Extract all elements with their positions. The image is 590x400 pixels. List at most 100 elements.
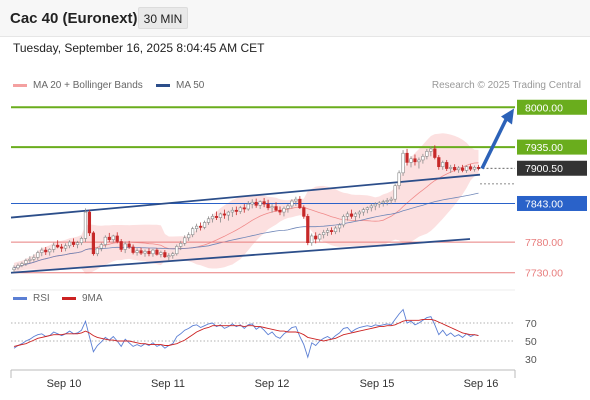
candle-body <box>369 205 373 209</box>
candle-body <box>167 255 171 258</box>
x-tick-label-Sep-15: Sep 15 <box>360 378 395 390</box>
candle-body <box>155 249 159 255</box>
level-label-7780.00: 7780.00 <box>525 237 563 249</box>
candle-body <box>119 241 123 250</box>
current-price-tag <box>517 160 587 176</box>
candle-body <box>294 198 298 202</box>
candle-body <box>318 234 322 240</box>
candle-body <box>282 208 286 213</box>
candle-body <box>226 211 230 216</box>
candle-body <box>310 235 314 244</box>
ma-bollinger-swatch <box>13 83 27 87</box>
candle-body <box>60 246 64 249</box>
candle-body <box>214 216 219 218</box>
candle-body <box>397 172 401 187</box>
candle-body <box>179 243 183 247</box>
legend-ma-bollinger-label: MA 20 + Bollinger Bands <box>33 80 143 91</box>
candle-body <box>449 167 453 169</box>
candle-body <box>278 209 282 213</box>
candle-body <box>111 235 115 240</box>
candle-body <box>254 201 258 206</box>
candle-body <box>52 244 56 250</box>
candle-body <box>421 155 425 161</box>
candle-body <box>71 241 76 245</box>
candle-body <box>464 166 469 171</box>
candle-body <box>230 209 234 213</box>
x-tick-label-Sep-10: Sep 10 <box>47 378 82 390</box>
candle-body <box>87 211 92 234</box>
candle-body <box>246 203 250 210</box>
level-tag-7935.00 <box>517 139 587 155</box>
candle-body <box>429 148 433 152</box>
candle-body <box>437 157 441 168</box>
candle-body <box>472 167 477 170</box>
candle-body <box>266 203 270 209</box>
candle-body <box>333 227 338 232</box>
rsi-swatch <box>13 296 27 300</box>
candle-body <box>187 234 191 239</box>
x-tick-label-Sep-12: Sep 12 <box>255 378 290 390</box>
level-label-7843.00: 7843.00 <box>525 198 563 210</box>
candle-body <box>206 218 211 223</box>
candle-body <box>222 213 227 216</box>
rsi-level-label-70: 70 <box>525 318 537 330</box>
candle-body <box>258 201 262 206</box>
candle-body <box>290 200 294 207</box>
rsi-level-label-30: 30 <box>525 354 537 366</box>
candle-body <box>195 225 199 229</box>
credit-text: Research © 2025 Trading Central <box>431 80 581 91</box>
candle-body <box>36 252 40 258</box>
candle-body <box>147 250 151 255</box>
candle-body <box>345 213 350 217</box>
current-price-label: 7900.50 <box>525 163 563 175</box>
candle-body <box>151 249 155 255</box>
legend-rsi: RSI <box>13 293 50 304</box>
candle-body <box>16 265 20 269</box>
candle-body <box>175 246 179 255</box>
level-label-8000.00: 8000.00 <box>525 102 563 114</box>
candle-body <box>28 258 32 261</box>
legend-9ma-label: 9MA <box>82 293 103 304</box>
ma20-line <box>13 162 479 269</box>
candle-body <box>365 207 369 210</box>
candle-body <box>413 158 417 163</box>
candle-body <box>329 230 334 232</box>
candle-body <box>115 235 119 242</box>
candle-body <box>306 216 310 244</box>
legend-ma-bollinger: MA 20 + Bollinger Bands <box>13 80 143 91</box>
x-tick-label-Sep-11: Sep 11 <box>151 378 185 390</box>
candle-body <box>12 267 16 270</box>
channel-lower-line <box>10 238 471 274</box>
candle-body <box>183 237 187 244</box>
candle-body <box>32 257 36 260</box>
candle-body <box>262 201 266 205</box>
candle-body <box>409 158 413 163</box>
rsi-ma-line <box>13 318 479 347</box>
candle-body <box>198 225 203 228</box>
candle-body <box>159 252 163 255</box>
candle-body <box>44 249 48 253</box>
candle-body <box>322 231 326 236</box>
legend-ma50: MA 50 <box>156 80 204 91</box>
candle-body <box>191 228 195 236</box>
rsi-level-label-50: 50 <box>525 336 537 348</box>
candle-body <box>103 236 107 245</box>
candle-body <box>163 252 167 258</box>
level-tag-7843.00 <box>517 195 587 211</box>
candle-body <box>381 201 385 204</box>
candle-body <box>377 202 381 205</box>
candle-body <box>218 213 223 218</box>
legend-ma50-label: MA 50 <box>176 80 205 91</box>
candle-body <box>468 166 473 170</box>
candle-body <box>349 213 354 217</box>
candle-body <box>67 241 72 247</box>
candle-body <box>99 244 103 249</box>
level-label-7730.00: 7730.00 <box>525 268 563 280</box>
candle-body <box>242 207 246 210</box>
candle-body <box>135 250 139 253</box>
candle-body <box>123 243 127 250</box>
candle-body <box>457 167 461 171</box>
timeframe-button[interactable]: 30 MIN <box>138 7 188 29</box>
candle-body <box>361 209 365 213</box>
